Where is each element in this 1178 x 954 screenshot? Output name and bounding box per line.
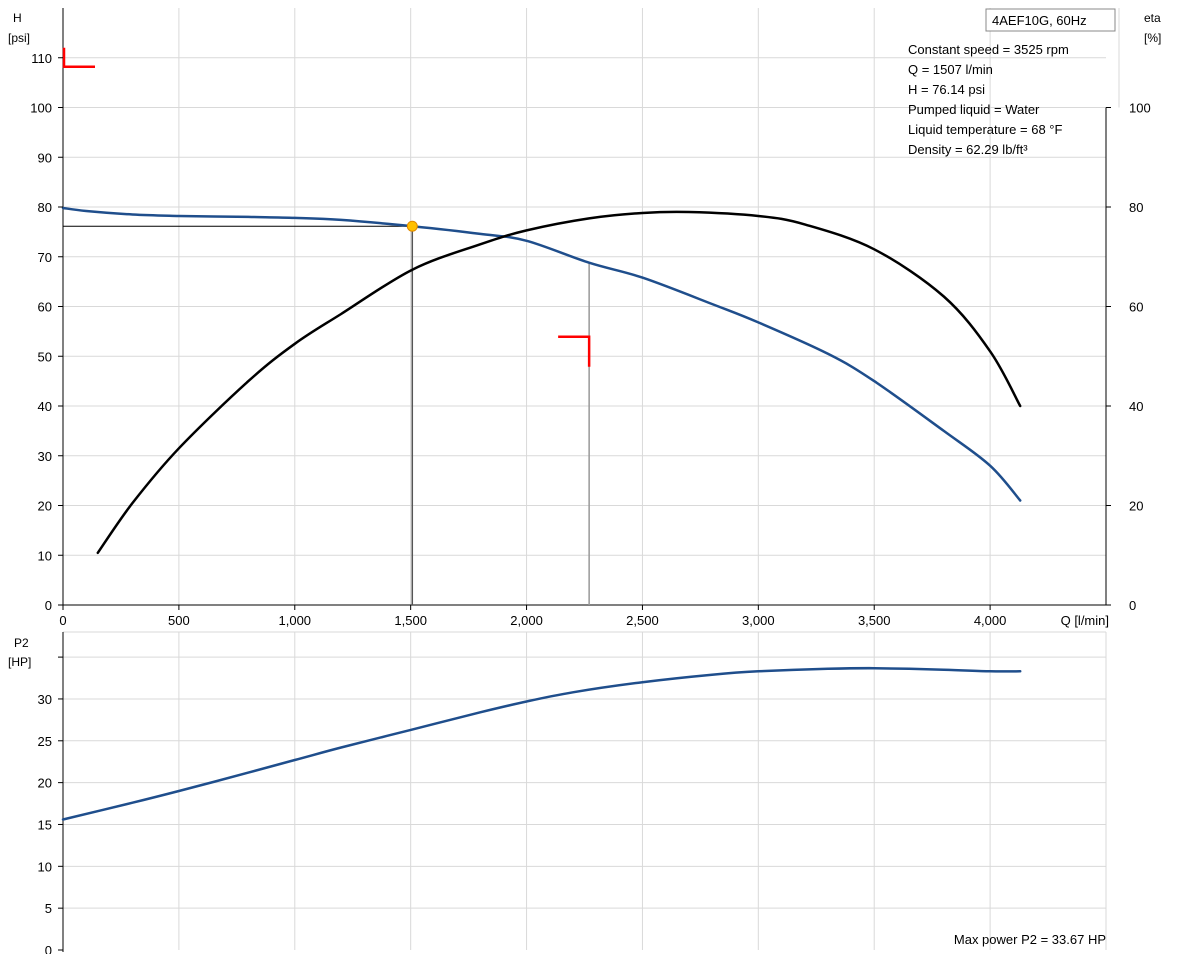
- y-tick-label: 50: [38, 349, 52, 364]
- title-box: [985, 8, 1116, 32]
- info-line: H = 76.14 psi: [908, 82, 985, 97]
- head-curve: [61, 206, 1022, 502]
- power-curve: [61, 666, 1022, 821]
- y2-tick-label: 80: [1129, 200, 1143, 215]
- x-tick-label: 0: [59, 613, 66, 628]
- x-tick-label: 3,500: [858, 613, 891, 628]
- y-tick-label: 110: [31, 51, 52, 66]
- power-axis-label-name: P2: [14, 636, 29, 650]
- info-line: Pumped liquid = Water: [908, 102, 1040, 117]
- y-tick-label: 40: [38, 399, 52, 414]
- y-tick-label: 90: [38, 150, 52, 165]
- y-tick-label: 60: [38, 300, 52, 315]
- power-y-tick-label: 10: [38, 859, 52, 874]
- power-y-tick-label: 30: [38, 692, 52, 707]
- info-line: Q = 1507 l/min: [908, 62, 993, 77]
- x-tick-label: 4,000: [974, 613, 1007, 628]
- power-y-axis-ticks: 0 5 10 15 20 25 30: [38, 656, 63, 954]
- power-axis-label-unit: [HP]: [8, 655, 31, 669]
- x-tick-label: 3,000: [742, 613, 775, 628]
- y2-tick-label: 20: [1129, 499, 1143, 514]
- max-power-note: Max power P2 = 33.67 HP: [954, 932, 1106, 947]
- power-chart: 0 5 10 15 20 25 30 P2 [HP] Max power P2 = 33.6…: [8, 631, 1107, 954]
- y2-axis-ticks: 0 20 40 60 80 100: [1106, 101, 1151, 613]
- x-tick-label: 1,000: [279, 613, 312, 628]
- power-y-tick-label: 5: [45, 901, 52, 916]
- y-tick-label: 70: [38, 250, 52, 265]
- operating-info-block: Constant speed = 3525 rpm Q = 1507 l/min H…: [908, 42, 1069, 157]
- y2-axis-label-name: eta: [1144, 11, 1161, 25]
- x-tick-label: 1,500: [394, 613, 427, 628]
- head-chart-grid: [59, 8, 1120, 609]
- head-efficiency-chart: 0 500 1,000 1,500 2,000 2,500 3,000 3,500 4,000 Q…: [8, 8, 1161, 628]
- y-tick-label: 30: [38, 449, 52, 464]
- y-axis-label-unit: [psi]: [8, 31, 30, 45]
- info-line: Density = 62.29 lb/ft³: [908, 142, 1028, 157]
- x-axis-ticks: 0 500 1,000 1,500 2,000 2,500 3,000 3,500 4,000 Q…: [59, 605, 1109, 628]
- chart-title: 4AEF10G, 60Hz: [992, 13, 1087, 28]
- efficiency-curve: [96, 210, 1022, 555]
- y-tick-label: 80: [38, 200, 52, 215]
- duty-point-marker: [406, 220, 418, 232]
- y2-tick-label: 40: [1129, 399, 1143, 414]
- power-chart-grid: [62, 631, 1107, 952]
- power-y-tick-label: 0: [45, 943, 52, 954]
- power-y-tick-label: 20: [38, 776, 52, 791]
- x-tick-label: 500: [168, 613, 190, 628]
- head-tolerance-marker: [62, 47, 95, 68]
- info-line: Liquid temperature = 68 °F: [908, 122, 1062, 137]
- x-tick-label: 2,000: [510, 613, 543, 628]
- power-y-tick-label: 15: [38, 817, 52, 832]
- power-y-tick-label: 25: [38, 734, 52, 749]
- y2-tick-label: 0: [1129, 598, 1136, 613]
- duty-reference-lines: [63, 225, 590, 605]
- y2-axis-label-unit: [%]: [1144, 31, 1161, 45]
- power-series: [61, 666, 1022, 821]
- x-tick-label: 2,500: [626, 613, 659, 628]
- head-efficiency-series: [61, 206, 1022, 555]
- info-line: Constant speed = 3525 rpm: [908, 42, 1069, 57]
- y-axis-label-name: H: [13, 11, 22, 25]
- tolerance-markers: [62, 47, 591, 367]
- y-axis-ticks: 0 10 20 30 40 50 60 70 80 90 100 110: [30, 51, 63, 613]
- y2-tick-label: 100: [1129, 101, 1151, 116]
- efficiency-tolerance-marker: [558, 335, 591, 367]
- y-tick-label: 20: [38, 499, 52, 514]
- x-axis-label: Q [l/min]: [1061, 613, 1109, 628]
- y2-tick-label: 60: [1129, 300, 1143, 315]
- y-tick-label: 10: [38, 548, 52, 563]
- y-tick-label: 100: [30, 101, 52, 116]
- y-tick-label: 0: [45, 598, 52, 613]
